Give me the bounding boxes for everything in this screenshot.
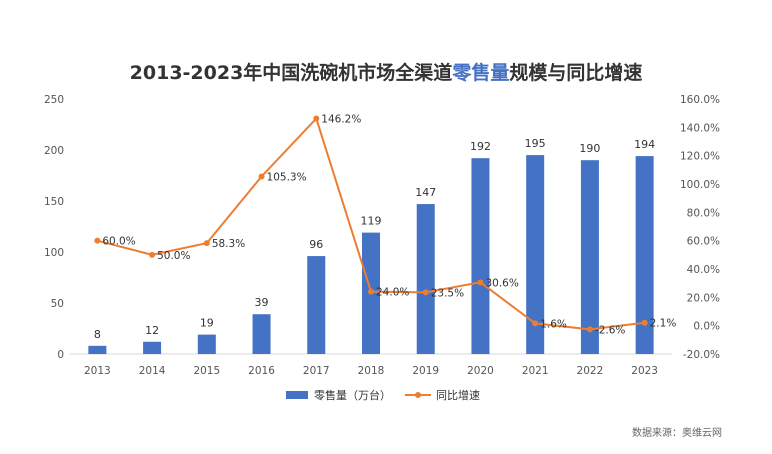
bar-2022: [580, 160, 599, 354]
growth-point-2019: [422, 289, 429, 296]
right-tick-label: 20.0%: [687, 292, 720, 304]
chart-title: 2013-2023年中国洗碗机市场全渠道零售量规模与同比增速: [130, 61, 643, 84]
left-axis: 0 50 100 150 200 250: [44, 94, 64, 361]
bar-2023: [635, 156, 654, 354]
growth-value-label: 105.3%: [267, 171, 307, 183]
x-tick-label: 2016: [248, 365, 275, 377]
growth-value-label: 58.3%: [212, 238, 245, 250]
growth-point-2022: [586, 326, 593, 333]
legend-bar-label: 零售量（万台）: [314, 388, 391, 402]
left-tick-label: 100: [44, 247, 64, 259]
bar-value-label: 195: [525, 137, 546, 150]
growth-value-label: 60.0%: [102, 236, 135, 248]
bar-value-label: 39: [255, 296, 269, 309]
x-tick-label: 2020: [467, 365, 494, 377]
growth-point-2020: [477, 279, 484, 286]
bar-value-label: 96: [309, 238, 323, 251]
growth-value-label: 2.1%: [650, 318, 677, 330]
bar-value-label: 194: [634, 138, 655, 151]
right-tick-label: 80.0%: [687, 207, 720, 219]
legend-line-marker: [415, 392, 421, 398]
growth-value-label: 50.0%: [157, 250, 190, 262]
x-tick-label: 2013: [84, 365, 111, 377]
right-tick-label: 60.0%: [687, 236, 720, 248]
right-tick-label: 160.0%: [680, 94, 720, 106]
bar-value-label: 19: [200, 317, 214, 330]
growth-point-2014: [149, 251, 156, 258]
bar-2013: [88, 345, 107, 354]
x-tick-label: 2022: [577, 365, 604, 377]
x-tick-label: 2017: [303, 365, 330, 377]
bar-value-label: 8: [94, 328, 101, 341]
x-tick-label: 2023: [631, 365, 658, 377]
bar-2021: [526, 155, 545, 354]
bar-value-label: 192: [470, 140, 491, 153]
growth-point-2017: [313, 115, 320, 122]
growth-value-label: 146.2%: [321, 114, 361, 126]
x-tick-label: 2018: [358, 365, 385, 377]
growth-value-label: 1.6%: [540, 318, 567, 330]
chart-title-part-1: 2013-2023年中国洗碗机市场全渠道: [130, 61, 453, 84]
right-tick-label: 120.0%: [680, 151, 720, 163]
growth-point-2021: [532, 320, 539, 327]
left-tick-label: 200: [44, 145, 64, 157]
right-axis: -20.0% 0.0% 20.0% 40.0% 60.0% 80.0% 100.0% 120.…: [680, 94, 720, 361]
x-axis: 2013 2014 2015 2016 2017 2018 2019 2020 2021 2022…: [84, 365, 658, 377]
growth-point-2023: [641, 319, 648, 326]
legend: 零售量（万台） 同比增速: [286, 388, 480, 402]
bar-2014: [143, 341, 162, 354]
right-tick-label: 100.0%: [680, 179, 720, 191]
growth-value-label: 24.0%: [376, 287, 409, 299]
left-tick-label: 250: [44, 94, 64, 106]
bar-value-label: 12: [145, 324, 159, 337]
bar-2015: [197, 334, 216, 354]
growth-point-2018: [368, 288, 374, 295]
x-tick-label: 2021: [522, 365, 549, 377]
growth-value-label: 23.5%: [431, 287, 464, 299]
growth-point-2015: [203, 240, 210, 247]
growth-point-2013: [94, 237, 101, 244]
bar-2020: [471, 158, 490, 354]
x-tick-label: 2019: [412, 365, 439, 377]
bar-value-label: 147: [415, 186, 436, 199]
growth-value-label: 30.6%: [485, 277, 518, 289]
right-tick-label: 40.0%: [687, 264, 720, 276]
bar-2016: [252, 314, 271, 354]
line-series: 60.0% 50.0% 58.3% 105.3% 146.2% 24.0% 23.5% 30.…: [94, 114, 677, 336]
source-note: 数据来源：奥维云网: [632, 426, 722, 439]
bar-2017: [307, 256, 326, 354]
legend-bar-swatch: [286, 391, 308, 399]
bar-value-label: 119: [361, 215, 382, 228]
left-tick-label: 0: [57, 349, 64, 361]
x-tick-label: 2015: [193, 365, 220, 377]
bar-value-label: 190: [579, 142, 600, 155]
chart-title-highlight: 零售量: [451, 61, 509, 84]
right-tick-label: -20.0%: [683, 349, 720, 361]
bar-2019: [416, 204, 435, 354]
chart-title-part-2: 规模与同比增速: [509, 61, 642, 84]
right-tick-label: 140.0%: [680, 122, 720, 134]
left-tick-label: 150: [44, 196, 64, 208]
x-tick-label: 2014: [139, 365, 166, 377]
growth-value-label: -2.6%: [595, 324, 625, 336]
left-tick-label: 50: [51, 298, 64, 310]
legend-line-label: 同比增速: [436, 388, 480, 402]
bar-series: 8 12 19 39 96 119 147 192 195 190 194: [88, 137, 655, 354]
right-tick-label: 0.0%: [693, 321, 720, 333]
growth-point-2016: [258, 173, 265, 180]
